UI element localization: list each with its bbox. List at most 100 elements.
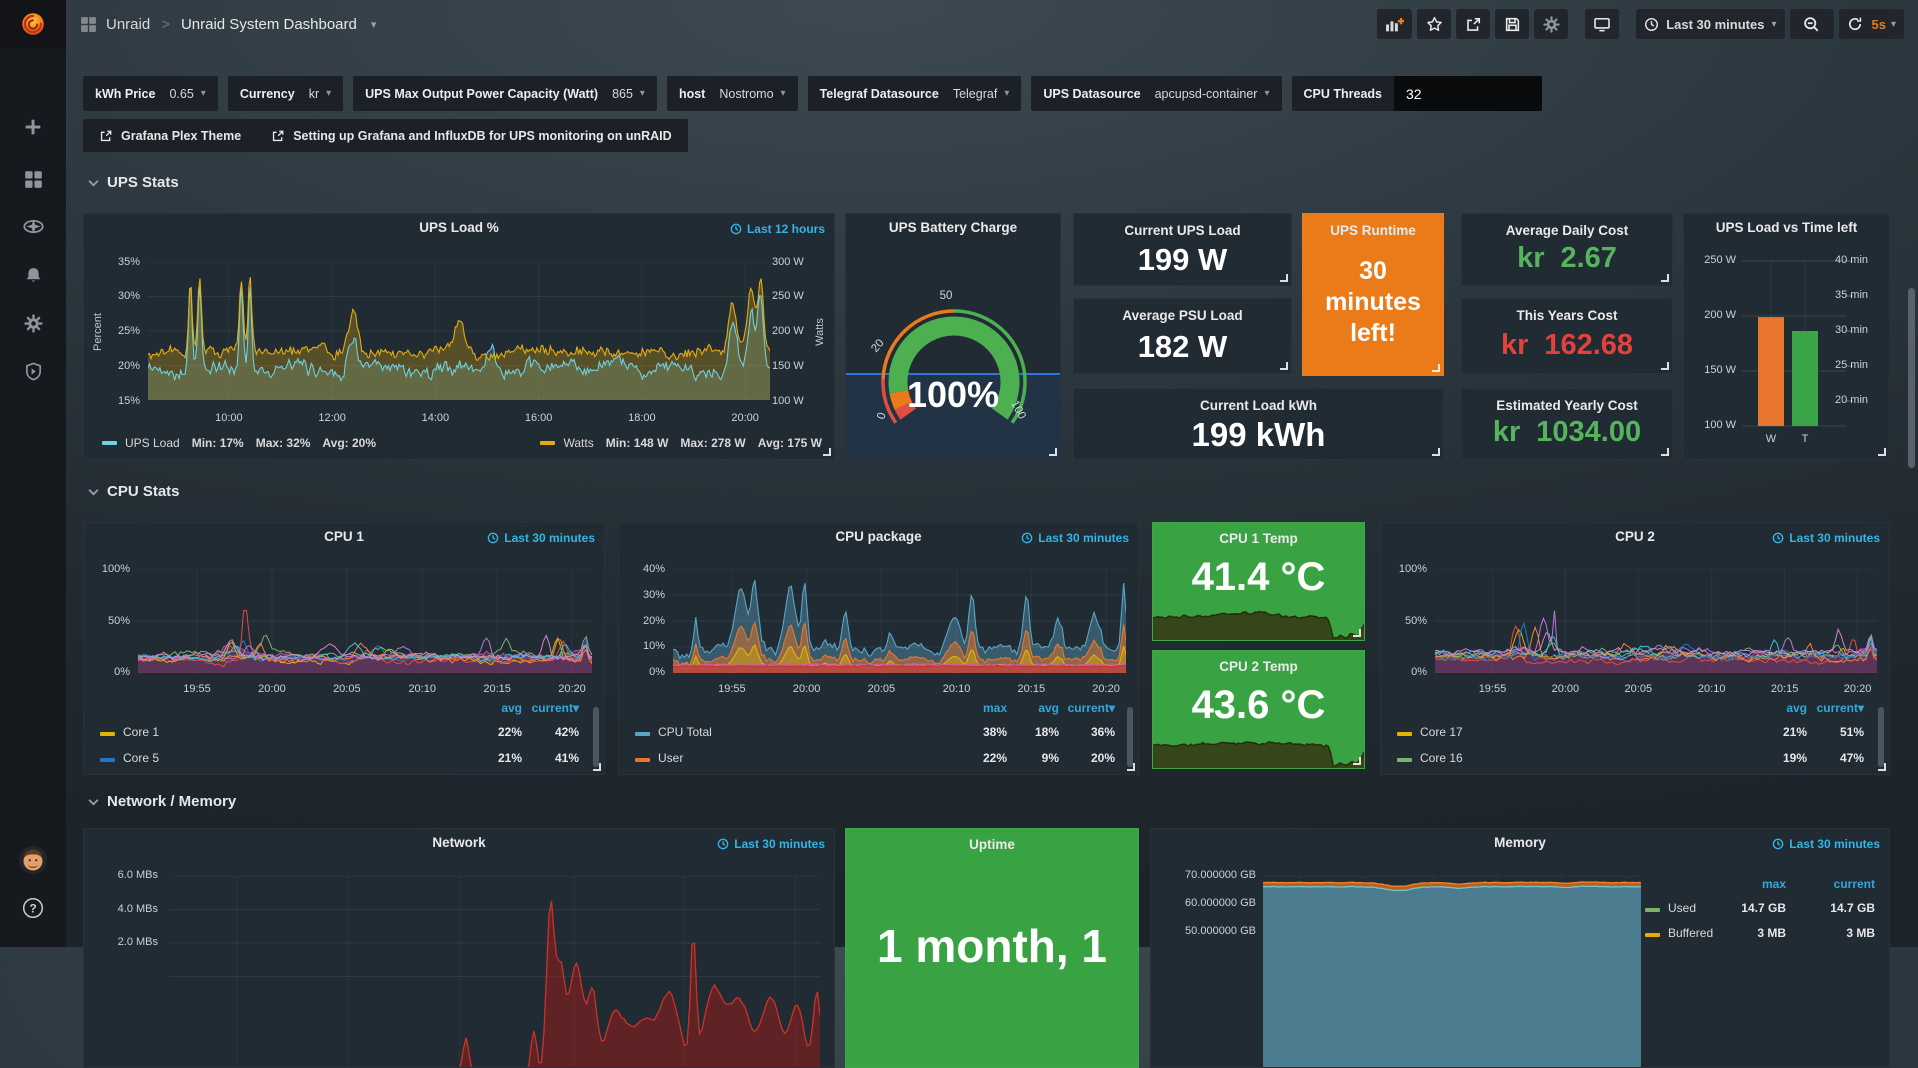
legend-column-header[interactable]: avg: [501, 701, 522, 715]
legend-scrollbar[interactable]: [1127, 707, 1133, 767]
breadcrumb-root[interactable]: Unraid: [106, 15, 151, 33]
panel-title[interactable]: UPS Battery Charge: [888, 220, 1018, 235]
time-range-picker[interactable]: Last 30 minutes ▾: [1636, 9, 1785, 39]
panel-time-range[interactable]: Last 30 minutes: [487, 531, 595, 545]
chart-plot[interactable]: [1262, 875, 1642, 1067]
variable-value[interactable]: kr: [308, 86, 320, 101]
panel-time-range[interactable]: Last 30 minutes: [717, 837, 825, 851]
legend-series-name[interactable]: Core 5: [123, 751, 160, 765]
dashboards-icon[interactable]: [0, 159, 66, 199]
server-admin-shield-icon[interactable]: [0, 351, 66, 391]
chevron-down-icon[interactable]: ▾: [370, 18, 377, 31]
alerting-icon[interactable]: [0, 255, 66, 295]
legend-series-name[interactable]: Core 17: [1420, 725, 1463, 739]
section-network-memory[interactable]: Network / Memory: [88, 793, 236, 810]
section-cpu-stats[interactable]: CPU Stats: [88, 483, 180, 500]
panel-title[interactable]: CPU 1: [324, 529, 364, 544]
variable-value[interactable]: Telegraf: [952, 86, 998, 101]
panel-resize-handle[interactable]: [1661, 448, 1669, 456]
variable-value[interactable]: apcupsd-container: [1154, 86, 1258, 101]
page-scrollbar[interactable]: [1908, 288, 1915, 468]
legend-column-header[interactable]: current: [1833, 877, 1875, 891]
variable-value[interactable]: 865: [612, 86, 633, 101]
legend-column-header[interactable]: avg: [1038, 701, 1059, 715]
legend-series-name[interactable]: User: [658, 751, 684, 765]
panel-resize-handle[interactable]: [1661, 362, 1669, 370]
chart-plot[interactable]: [170, 875, 821, 1067]
section-ups-stats[interactable]: UPS Stats: [88, 174, 179, 191]
grafana-logo-icon[interactable]: [0, 0, 66, 48]
stat-title[interactable]: This Years Cost: [1516, 308, 1618, 323]
variable-telegraf-datasource[interactable]: Telegraf Datasource Telegraf ▾: [807, 76, 1022, 111]
legend-scrollbar[interactable]: [1878, 707, 1884, 767]
legend-column-header[interactable]: current▾: [531, 701, 579, 715]
variable-ups-datasource[interactable]: UPS Datasource apcupsd-container ▾: [1031, 76, 1282, 111]
refresh-button[interactable]: 5s ▾: [1838, 9, 1904, 39]
panel-resize-handle[interactable]: [1049, 448, 1057, 456]
panel-time-range[interactable]: Last 12 hours: [730, 222, 825, 236]
stat-title[interactable]: Uptime: [969, 837, 1015, 852]
stat-title[interactable]: Average Daily Cost: [1505, 223, 1629, 238]
legend-column-header[interactable]: current▾: [1816, 701, 1864, 715]
panel-resize-handle[interactable]: [1432, 448, 1440, 456]
stat-title[interactable]: Estimated Yearly Cost: [1496, 398, 1638, 413]
link-ups-monitoring-guide[interactable]: Setting up Grafana and InfluxDB for UPS …: [271, 129, 672, 143]
stat-title[interactable]: Current Load kWh: [1200, 398, 1317, 413]
zoom-out-button[interactable]: [1789, 9, 1834, 39]
panel-resize-handle[interactable]: [1353, 629, 1361, 637]
variable-value[interactable]: 0.65: [169, 86, 194, 101]
legend-column-header[interactable]: max: [1761, 877, 1786, 891]
legend-series-name[interactable]: UPS Load: [125, 436, 180, 450]
stat-title[interactable]: CPU 2 Temp: [1219, 659, 1298, 674]
panel-resize-handle[interactable]: [1432, 364, 1440, 372]
breadcrumb-current[interactable]: Unraid System Dashboard: [180, 15, 357, 33]
link-grafana-plex-theme[interactable]: Grafana Plex Theme: [99, 129, 241, 143]
panel-title[interactable]: Network: [432, 835, 486, 850]
save-button[interactable]: [1495, 9, 1530, 39]
chart-plot[interactable]: [672, 568, 1127, 674]
stat-title[interactable]: UPS Runtime: [1330, 223, 1416, 238]
chart-plot[interactable]: [137, 568, 593, 674]
panel-title[interactable]: Memory: [1494, 835, 1546, 850]
panel-time-range[interactable]: Last 30 minutes: [1021, 531, 1129, 545]
legend-column-header[interactable]: avg: [1786, 701, 1807, 715]
variable-currency[interactable]: Currency kr ▾: [227, 76, 344, 111]
legend-series-name[interactable]: Used: [1668, 901, 1697, 915]
panel-resize-handle[interactable]: [1878, 448, 1886, 456]
panel-resize-handle[interactable]: [1280, 362, 1288, 370]
stat-title[interactable]: Current UPS Load: [1124, 223, 1241, 238]
legend-column-header[interactable]: current▾: [1067, 701, 1115, 715]
legend-series-name[interactable]: Buffered: [1668, 926, 1714, 940]
variable-value[interactable]: Nostromo: [719, 86, 774, 101]
panel-resize-handle[interactable]: [1878, 763, 1886, 771]
panel-resize-handle[interactable]: [1127, 763, 1135, 771]
panel-time-range[interactable]: Last 30 minutes: [1772, 531, 1880, 545]
chart-plot[interactable]: [147, 261, 771, 401]
legend-series-name[interactable]: Core 16: [1420, 751, 1463, 765]
stat-title[interactable]: Average PSU Load: [1122, 308, 1243, 323]
add-panel-button[interactable]: [1377, 9, 1413, 39]
create-icon[interactable]: [0, 107, 66, 147]
variable-host[interactable]: host Nostromo ▾: [666, 76, 798, 111]
legend-series-name[interactable]: CPU Total: [658, 725, 712, 739]
variable-kwh-price[interactable]: kWh Price 0.65 ▾: [83, 76, 218, 111]
chart-plot[interactable]: [1434, 568, 1878, 674]
cpu-threads-input[interactable]: [1394, 76, 1542, 111]
apps-grid-icon[interactable]: [80, 16, 97, 33]
tv-mode-button[interactable]: [1585, 9, 1620, 39]
panel-title[interactable]: CPU 2: [1615, 529, 1655, 544]
user-avatar[interactable]: [0, 840, 66, 880]
share-button[interactable]: [1456, 9, 1491, 39]
stat-title[interactable]: CPU 1 Temp: [1219, 531, 1298, 546]
legend-series-name[interactable]: Watts: [563, 436, 594, 450]
legend-column-header[interactable]: max: [982, 701, 1007, 715]
explore-icon[interactable]: [0, 206, 66, 246]
panel-resize-handle[interactable]: [1353, 757, 1361, 765]
help-icon[interactable]: ?: [0, 888, 66, 928]
dashboard-settings-button[interactable]: [1534, 9, 1569, 39]
star-button[interactable]: [1417, 9, 1452, 39]
legend-series-name[interactable]: Core 1: [123, 725, 160, 739]
panel-title[interactable]: UPS Load %: [419, 220, 499, 235]
legend-scrollbar[interactable]: [593, 707, 599, 767]
